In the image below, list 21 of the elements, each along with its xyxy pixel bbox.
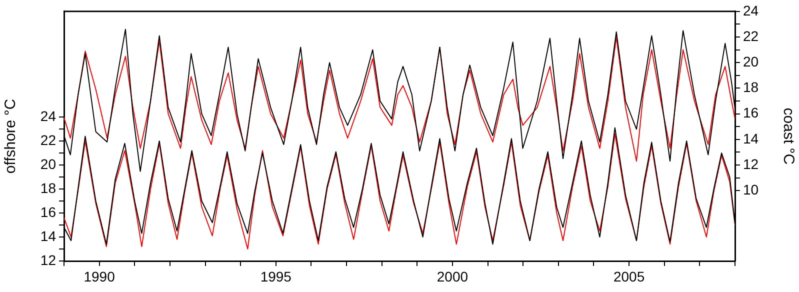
x-tick-label: 1990	[84, 268, 116, 284]
y-axis-title: offshore °C	[2, 98, 20, 174]
y-tick-label: 24	[40, 108, 56, 124]
y2-tick-label: 20	[743, 53, 759, 70]
y2-tick-label: 14	[743, 130, 759, 146]
y-tick-label: 18	[40, 180, 56, 196]
y2-tick-label: 18	[743, 79, 759, 96]
y-tick-label: 12	[40, 252, 56, 268]
y-tick-label: 20	[40, 156, 56, 172]
x-tick-label: 2000	[436, 268, 468, 284]
x-tick-label: 1995	[260, 268, 292, 284]
y2-tick-label: 22	[743, 28, 759, 44]
y2-axis-title: coast °C	[780, 108, 797, 165]
x-tick-label: 2005	[613, 268, 645, 284]
y-tick-label: 16	[40, 204, 56, 220]
y2-tick-label: 16	[743, 104, 759, 121]
y2-tick-label: 10	[743, 181, 759, 198]
y2-tick-label: 24	[743, 2, 759, 18]
y-tick-label: 14	[40, 228, 56, 244]
y-tick-label: 22	[40, 132, 56, 148]
y2-tick-label: 12	[743, 156, 759, 172]
